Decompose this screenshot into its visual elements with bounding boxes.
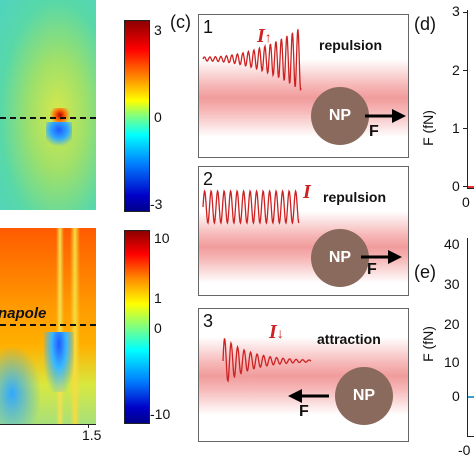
case-3-mode: attraction — [317, 331, 381, 347]
top-colorbar-tick-max: 3 — [154, 22, 162, 38]
bottom-left-cool-region — [0, 348, 40, 424]
panel-e-y-axis — [467, 238, 468, 436]
bottom-map-axis-line — [0, 424, 96, 425]
panel-e-ytick-40: 40 — [444, 236, 460, 252]
case-3-force-arrow — [288, 389, 329, 403]
bottom-field-map: napole — [0, 228, 96, 424]
panel-d-tickmark-2 — [463, 70, 467, 71]
dashed-line-top — [0, 117, 96, 119]
panel-d-ylabel: F (fN) — [419, 110, 436, 146]
case-2-mode: repulsion — [323, 189, 387, 205]
panel-d-x-axis — [467, 188, 474, 189]
panel-c-label: (c) — [170, 12, 191, 32]
case-2-box: 2 I repulsion NP F — [198, 166, 409, 296]
panel-e-ylabel: F (fN) — [419, 326, 436, 362]
panel-e-ytick-30: 30 — [444, 276, 460, 292]
anapole-annotation: napole — [0, 305, 47, 322]
bottom-vertical-streak-2 — [70, 228, 80, 424]
up-arrow-icon: ↑ — [264, 29, 272, 45]
case-2-intensity: I — [303, 181, 311, 204]
case-1-force-label: F — [369, 123, 379, 140]
panel-e-label: (e) — [414, 262, 436, 282]
panel-e-x-axis — [467, 436, 474, 437]
panel-d-ytick-3: 3 — [452, 3, 460, 19]
dipole-coldspot — [46, 122, 72, 148]
bottom-colorbar-tick-1: 1 — [154, 290, 162, 306]
bottom-colorbar-tick-10: 10 — [154, 230, 170, 246]
panel-d-tickmark-3 — [463, 12, 467, 13]
case-2-index: 2 — [203, 169, 214, 189]
case-3-force-label: F — [299, 403, 309, 420]
panel-d-ytick-1: 1 — [452, 120, 460, 136]
case-1-intensity-symbol: I — [257, 25, 265, 47]
case-2-intensity-symbol: I — [303, 181, 311, 203]
panel-e-xtick-partial: -0 — [458, 442, 471, 458]
bottom-colorbar — [124, 230, 150, 424]
case-1-wave — [202, 29, 302, 91]
panel-d-xtick-partial: 0 — [462, 194, 470, 210]
case-1-nanoparticle: NP — [311, 87, 369, 145]
case-2-nanoparticle: NP — [311, 229, 369, 287]
panel-d-data-stub — [468, 186, 474, 188]
case-1-intensity: I↑ — [257, 25, 272, 48]
panel-e-ytick-10: 10 — [444, 354, 460, 370]
bottom-map-x-tick: 1.5 — [82, 427, 102, 443]
case-2-wave — [202, 189, 300, 225]
case-1-index: 1 — [203, 17, 214, 37]
case-1-mode: repulsion — [319, 37, 383, 53]
bottom-map-x-tickmark — [88, 424, 89, 428]
bottom-colorbar-tick-0: 0 — [154, 320, 162, 336]
panel-e-ytick-20: 20 — [444, 316, 460, 332]
case-1-box: 1 I↑ repulsion NP F — [198, 14, 409, 158]
panel-d-tickmark-1 — [463, 128, 467, 129]
panel-d-label: (d) — [414, 14, 436, 34]
case-3-index: 3 — [203, 311, 214, 331]
dashed-line-bottom — [0, 324, 96, 326]
case-2-force-label: F — [367, 261, 377, 278]
case-3-box: 3 I↓ attraction NP F — [198, 308, 409, 442]
panel-d-ytick-0: 0 — [452, 178, 460, 194]
panel-e-data-stub — [468, 396, 474, 398]
case-3-intensity: I↓ — [269, 321, 284, 344]
down-arrow-icon: ↓ — [276, 325, 284, 341]
case-3-intensity-symbol: I — [269, 321, 277, 343]
case-3-nanoparticle: NP — [335, 367, 393, 425]
case-3-wave — [222, 338, 312, 383]
panel-d-ytick-2: 2 — [452, 62, 460, 78]
case-2-force-arrow — [361, 250, 402, 264]
panel-e-ytick-0: 0 — [452, 388, 460, 404]
top-field-map — [0, 0, 96, 210]
bottom-vertical-streak-1 — [56, 228, 64, 424]
panel-d-y-axis — [467, 10, 468, 188]
case-1-force-arrow — [365, 109, 406, 123]
top-colorbar-tick-min: -3 — [150, 196, 163, 212]
bottom-coldspot — [44, 332, 74, 392]
panel-d-tickmark-0 — [463, 186, 467, 187]
case-1-beam-band — [199, 59, 408, 137]
top-colorbar — [124, 20, 150, 212]
top-colorbar-tick-mid: 0 — [154, 109, 162, 125]
bottom-colorbar-tick-neg10: -10 — [150, 406, 171, 422]
